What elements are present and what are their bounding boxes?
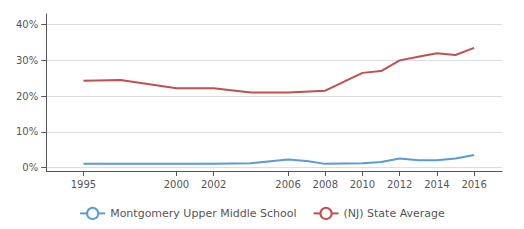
svg-text:2014: 2014 xyxy=(424,179,449,190)
svg-text:(NJ) State Average: (NJ) State Average xyxy=(344,207,446,220)
svg-text:20%: 20% xyxy=(16,91,38,102)
svg-text:Montgomery Upper Middle School: Montgomery Upper Middle School xyxy=(110,207,296,220)
svg-text:30%: 30% xyxy=(16,55,38,66)
svg-text:2008: 2008 xyxy=(313,179,338,190)
svg-text:2006: 2006 xyxy=(275,179,300,190)
svg-text:2016: 2016 xyxy=(461,179,486,190)
svg-text:10%: 10% xyxy=(16,126,38,137)
svg-text:0%: 0% xyxy=(22,162,38,173)
svg-text:2002: 2002 xyxy=(201,179,226,190)
svg-text:2010: 2010 xyxy=(350,179,375,190)
svg-text:1995: 1995 xyxy=(71,179,96,190)
svg-text:2000: 2000 xyxy=(164,179,189,190)
svg-text:2012: 2012 xyxy=(387,179,412,190)
svg-text:40%: 40% xyxy=(16,19,38,30)
